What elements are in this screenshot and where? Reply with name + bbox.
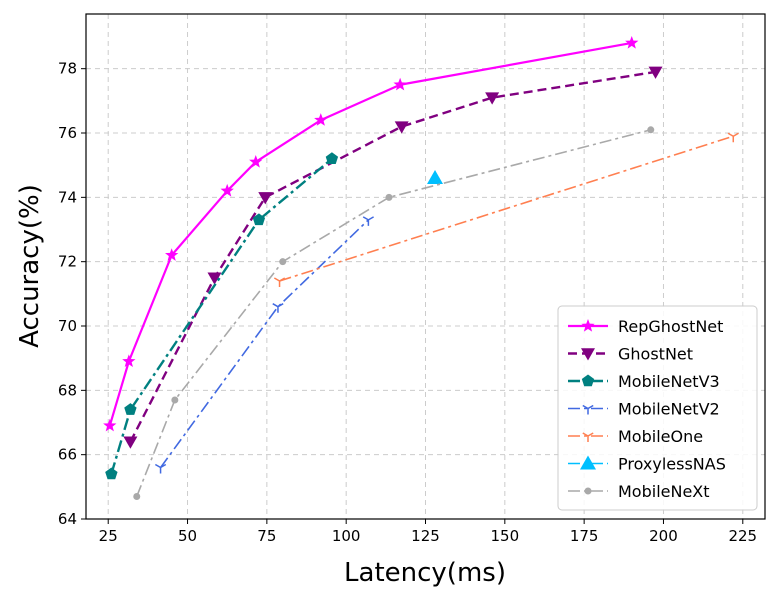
data-point-ghostnet bbox=[648, 66, 663, 79]
y-tick-label: 66 bbox=[58, 446, 77, 464]
x-tick-label: 100 bbox=[332, 527, 361, 545]
x-tick-label: 150 bbox=[491, 527, 520, 545]
legend-item-mobileone: MobileOne bbox=[568, 427, 703, 446]
series-line-repghostnet bbox=[108, 41, 632, 427]
legend-marker-mobileone bbox=[582, 432, 594, 442]
data-point-repghostnet bbox=[165, 248, 179, 261]
x-tick-label: 200 bbox=[649, 527, 678, 545]
data-point-mobilenext bbox=[279, 258, 287, 266]
data-point-mobilenetv3 bbox=[325, 152, 339, 164]
data-point-mobilenetv2 bbox=[362, 216, 374, 226]
series-repghostnet bbox=[103, 35, 639, 432]
series-mobilenetv2 bbox=[154, 216, 374, 474]
data-point-repghostnet bbox=[122, 354, 136, 368]
legend: RepGhostNet GhostNet MobileNetV3 MobileNetV… bbox=[557, 305, 758, 511]
data-point-mobilenetv3 bbox=[105, 467, 118, 480]
data-point-mobilenetv3 bbox=[252, 213, 266, 226]
series-mobilenext bbox=[133, 126, 655, 500]
series-line-mobilenetv2 bbox=[159, 219, 369, 469]
ticks: 25 50 75 100 125 150 175 200 225 64 66 68 70 72 74 76 78 bbox=[58, 60, 757, 545]
x-axis-title: Latency(ms) bbox=[344, 558, 506, 588]
data-point-mobilenetv2 bbox=[272, 303, 284, 313]
legend-label-proxylessnas: ProxylessNAS bbox=[618, 455, 726, 474]
y-tick-label: 78 bbox=[58, 60, 77, 78]
legend-marker-repghostnet bbox=[581, 319, 595, 332]
y-axis-title: Accuracy(%) bbox=[15, 184, 45, 348]
data-point-repghostnet bbox=[625, 35, 639, 49]
y-tick-label: 76 bbox=[58, 124, 77, 142]
legend-label-mobilenetv3: MobileNetV3 bbox=[618, 372, 720, 391]
x-tick-label: 25 bbox=[99, 527, 118, 545]
data-point-ghostnet bbox=[123, 436, 138, 449]
x-tick-label: 50 bbox=[178, 527, 197, 545]
data-point-mobileone bbox=[727, 132, 739, 143]
data-point-repghostnet bbox=[249, 154, 263, 168]
legend-marker-ghostnet bbox=[581, 348, 595, 361]
series-layer bbox=[103, 35, 739, 500]
legend-item-mobilenetv3: MobileNetV3 bbox=[568, 372, 720, 391]
data-point-mobilenext bbox=[647, 126, 655, 134]
data-point-ghostnet bbox=[207, 272, 222, 285]
legend-label-mobileone: MobileOne bbox=[618, 427, 703, 446]
data-point-repghostnet bbox=[393, 77, 407, 91]
y-tick-label: 72 bbox=[58, 253, 77, 271]
legend-label-ghostnet: GhostNet bbox=[618, 345, 693, 364]
series-proxylessnas bbox=[427, 170, 444, 185]
y-tick-label: 74 bbox=[58, 188, 77, 206]
legend-item-ghostnet: GhostNet bbox=[568, 345, 693, 364]
legend-marker-mobilenext bbox=[584, 487, 592, 495]
data-point-repghostnet bbox=[314, 113, 328, 126]
data-point-ghostnet bbox=[258, 192, 273, 205]
data-point-mobilenetv2 bbox=[154, 463, 167, 474]
legend-marker-proxylessnas bbox=[580, 455, 596, 470]
data-point-mobileone bbox=[273, 277, 286, 287]
legend-marker-mobilenetv2 bbox=[582, 404, 594, 415]
legend-label-mobilenetv2: MobileNetV2 bbox=[618, 400, 720, 419]
x-tick-label: 75 bbox=[257, 527, 276, 545]
series-mobilenetv3 bbox=[105, 152, 339, 480]
data-point-mobilenext bbox=[385, 193, 393, 201]
series-mobileone bbox=[273, 132, 739, 287]
legend-item-repghostnet: RepGhostNet bbox=[568, 317, 723, 336]
data-point-ghostnet bbox=[485, 92, 500, 105]
x-tick-label: 175 bbox=[570, 527, 599, 545]
legend-label-repghostnet: RepGhostNet bbox=[618, 317, 723, 336]
data-point-proxylessnas bbox=[427, 170, 444, 185]
y-tick-label: 64 bbox=[58, 510, 77, 528]
legend-item-proxylessnas: ProxylessNAS bbox=[568, 455, 726, 474]
y-tick-label: 70 bbox=[58, 317, 77, 335]
legend-item-mobilenext: MobileNeXt bbox=[568, 482, 710, 501]
data-point-repghostnet bbox=[103, 418, 117, 432]
data-point-ghostnet bbox=[394, 121, 409, 134]
data-point-mobilenetv3 bbox=[124, 403, 137, 415]
data-point-repghostnet bbox=[220, 183, 234, 197]
legend-marker-mobilenetv3 bbox=[581, 374, 595, 387]
y-tick-label: 68 bbox=[58, 381, 77, 399]
legend-label-mobilenext: MobileNeXt bbox=[618, 482, 710, 501]
series-line-mobilenetv3 bbox=[110, 157, 333, 475]
grid bbox=[86, 14, 765, 520]
legend-item-mobilenetv2: MobileNetV2 bbox=[568, 400, 720, 419]
x-tick-label: 225 bbox=[728, 527, 757, 545]
series-line-mobileone bbox=[279, 135, 734, 282]
data-point-mobilenext bbox=[171, 396, 179, 404]
x-tick-label: 125 bbox=[411, 527, 440, 545]
legend-box bbox=[557, 305, 758, 511]
data-point-mobilenext bbox=[133, 492, 141, 500]
